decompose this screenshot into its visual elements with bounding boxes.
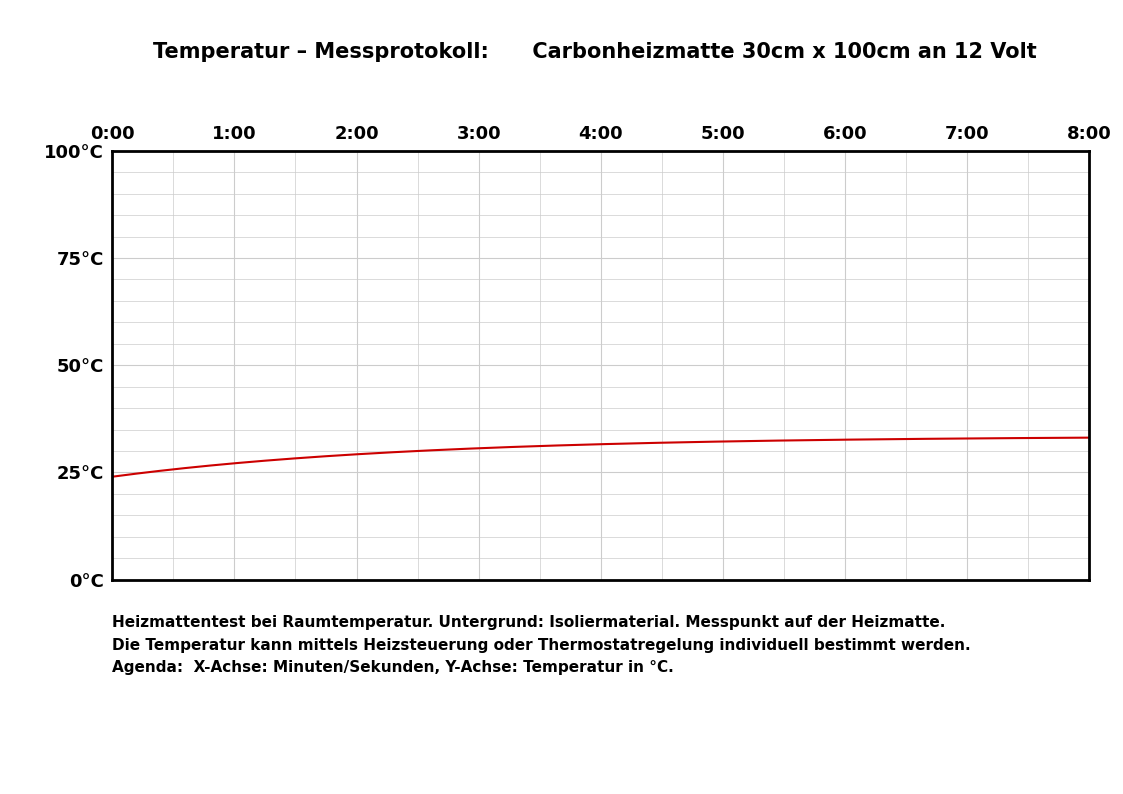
- Text: Temperatur – Messprotokoll:      Carbonheizmatte 30cm x 100cm an 12 Volt: Temperatur – Messprotokoll: Carbonheizma…: [154, 41, 1037, 62]
- Text: Heizmattentest bei Raumtemperatur. Untergrund: Isoliermaterial. Messpunkt auf de: Heizmattentest bei Raumtemperatur. Unter…: [112, 615, 971, 675]
